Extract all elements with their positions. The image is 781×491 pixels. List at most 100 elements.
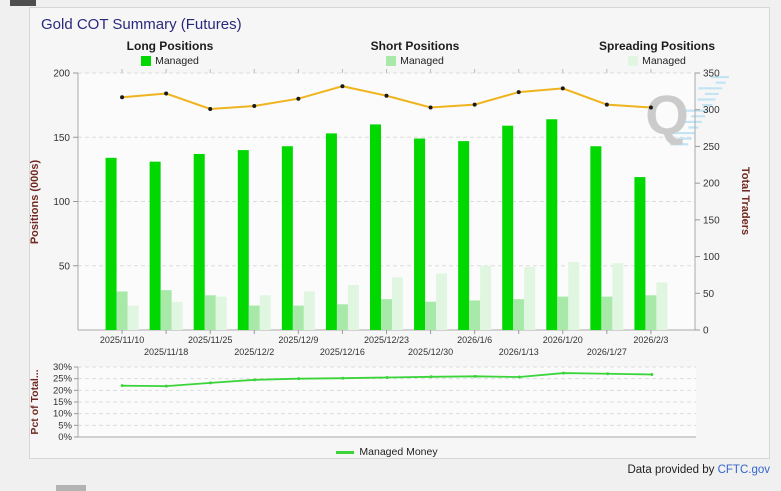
watermark-stripe [715, 81, 726, 84]
watermark-stripe [697, 98, 716, 101]
y-axis-tick-label: 20% [53, 385, 73, 396]
bar-short-managed[interactable] [645, 295, 657, 330]
right-axis-tick-label: 300 [703, 105, 720, 116]
total-traders-point[interactable] [296, 96, 301, 101]
bar-spreading-managed[interactable] [392, 277, 403, 330]
bar-short-managed[interactable] [204, 295, 216, 330]
bar-spreading-managed[interactable] [259, 295, 271, 330]
managed-money-point[interactable] [253, 378, 257, 382]
bar-long-managed[interactable] [237, 150, 249, 330]
bar-spreading-managed[interactable] [568, 261, 580, 330]
bar-spreading-managed[interactable] [656, 282, 668, 330]
watermark-stripe [711, 76, 729, 79]
total-traders-point[interactable] [208, 106, 213, 111]
managed-money-point[interactable] [297, 377, 301, 381]
pct-axis-title: Pct of Total... [30, 369, 41, 434]
watermark-stripe [684, 109, 709, 112]
managed-money-point[interactable] [473, 374, 477, 378]
managed-money-point[interactable] [606, 372, 610, 376]
managed-money-point[interactable] [164, 384, 168, 388]
watermark: Q [645, 76, 729, 146]
bar-spreading-managed[interactable] [171, 301, 183, 330]
bar-long-managed[interactable] [193, 153, 205, 330]
bar-short-managed[interactable] [381, 299, 392, 330]
bar-short-managed[interactable] [116, 291, 128, 330]
managed-money-point[interactable] [341, 376, 345, 380]
bar-long-managed[interactable] [546, 119, 558, 330]
bar-long-managed[interactable] [370, 124, 381, 331]
legend-long-title: Long Positions [126, 39, 214, 53]
x-axis-date-label: 2025/11/18 [144, 347, 188, 357]
total-traders-point[interactable] [516, 90, 521, 95]
total-traders-point[interactable] [472, 102, 477, 107]
x-axis-date-label: 2025/12/30 [408, 347, 453, 357]
bar-long-managed[interactable] [458, 141, 470, 330]
total-traders-point[interactable] [120, 95, 125, 100]
left-axis-tick-label: 150 [53, 133, 70, 144]
bar-short-managed[interactable] [336, 304, 348, 330]
bar-long-managed[interactable] [325, 133, 337, 330]
page-title: Gold COT Summary (Futures) [41, 16, 242, 33]
total-traders-point[interactable] [560, 86, 565, 91]
watermark-stripe [677, 137, 692, 140]
bar-spreading-managed[interactable] [436, 273, 448, 330]
total-traders-point[interactable] [428, 105, 433, 110]
bar-spreading-managed[interactable] [215, 296, 227, 330]
total-traders-point[interactable] [252, 104, 257, 109]
bar-short-managed[interactable] [292, 305, 304, 330]
bar-spreading-managed[interactable] [127, 305, 139, 330]
right-axis-tick-label: 50 [703, 289, 715, 300]
main-chart: Q 50 100 150 200 0 50 100 150 200 250 300 350 2025/11… [30, 69, 751, 358]
bar-spreading-managed[interactable] [347, 285, 359, 330]
bar-spreading-managed[interactable] [524, 267, 536, 330]
bar-long-managed[interactable] [414, 138, 426, 330]
horizontal-scrollbar-thumb[interactable] [56, 485, 86, 491]
cftc-link[interactable]: CFTC.gov [717, 464, 770, 476]
managed-money-point[interactable] [650, 372, 654, 376]
bar-long-managed[interactable] [502, 125, 514, 330]
bar-long-managed[interactable] [105, 157, 117, 330]
legend-long-managed-label: Managed [155, 55, 199, 67]
managed-money-point[interactable] [562, 371, 566, 375]
total-traders-point[interactable] [604, 102, 609, 107]
total-traders-point[interactable] [384, 93, 389, 98]
right-axis-tick-label: 100 [703, 252, 720, 263]
footer: Data provided by CFTC.gov [627, 464, 770, 476]
bar-long-managed[interactable] [590, 146, 602, 330]
bar-short-managed[interactable] [601, 296, 613, 330]
y-axis-tick-label: 0% [58, 432, 72, 443]
bar-long-managed[interactable] [149, 161, 161, 330]
managed-money-point[interactable] [208, 381, 212, 385]
x-axis-date-label: 2025/12/16 [320, 347, 365, 357]
bar-short-managed[interactable] [425, 301, 437, 330]
managed-money-point[interactable] [120, 384, 124, 388]
bar-spreading-managed[interactable] [303, 291, 315, 330]
watermark-stripe [691, 115, 706, 118]
x-axis-date-label: 2026/2/3 [633, 335, 668, 345]
managed-money-line-swatch-icon [336, 450, 355, 454]
bar-spreading-managed[interactable] [612, 263, 624, 330]
bar-long-managed[interactable] [281, 146, 293, 330]
bar-short-managed[interactable] [160, 290, 172, 330]
total-traders-point[interactable] [648, 105, 653, 110]
legend-short-positions: Short Positions Managed [330, 39, 500, 67]
legend-spreading-managed-label: Managed [642, 55, 686, 67]
bar-short-managed[interactable] [469, 300, 481, 330]
total-traders-point[interactable] [164, 91, 169, 96]
bar-short-managed[interactable] [513, 299, 525, 330]
bar-long-managed[interactable] [634, 177, 646, 330]
managed-money-point[interactable] [385, 376, 389, 379]
bar-short-managed[interactable] [248, 305, 260, 330]
footer-text: Data provided by [627, 464, 718, 476]
bar-short-managed[interactable] [557, 296, 569, 330]
managed-money-point[interactable] [429, 375, 433, 379]
legend-short-managed: Managed [330, 55, 500, 67]
managed-money-point[interactable] [517, 375, 521, 379]
total-traders-point[interactable] [340, 84, 345, 89]
window-edge-artifact [10, 0, 36, 6]
pct-chart-legend: Managed Money [78, 446, 696, 458]
bar-spreading-managed[interactable] [480, 265, 492, 330]
watermark-stripe [683, 120, 702, 123]
right-axis-title: Total Traders [739, 167, 751, 235]
